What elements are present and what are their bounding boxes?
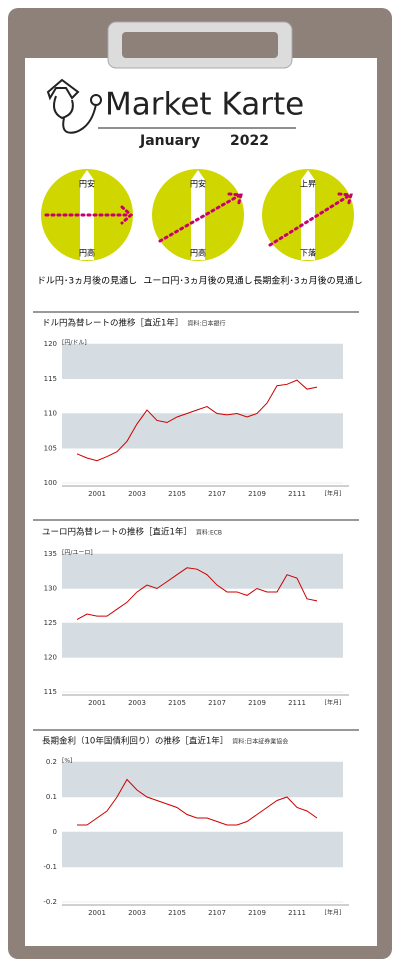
x-tick-label: 2003 — [128, 490, 146, 498]
x-unit: [年月] — [325, 909, 342, 917]
y-tick-label: 110 — [44, 410, 57, 418]
outlook: 円安 円高 ドル円･3ヵ月後の見通し — [37, 169, 137, 287]
outlook: 上昇 下落 長期金利･3ヵ月後の見通し — [253, 169, 363, 287]
x-tick-label: 2107 — [208, 699, 226, 707]
month: January — [139, 133, 200, 149]
chart-source: 資料:ECB — [196, 529, 222, 537]
outlook-bottom: 円高 — [190, 248, 206, 258]
y-tick-label: 125 — [44, 619, 57, 627]
chart-title: 長期金利（10年国債利回り）の推移［直近1年］ — [42, 736, 228, 747]
title: Market Karte — [105, 87, 304, 123]
y-tick-label: 0.2 — [46, 758, 57, 766]
grid-band — [62, 413, 343, 449]
x-tick-label: 2111 — [288, 909, 306, 917]
chart-title: ユーロ円為替レートの推移［直近1年］ — [42, 527, 192, 538]
grid-band — [62, 554, 343, 589]
outlook-caption: ユーロ円･3ヵ月後の見通し — [143, 275, 252, 287]
outlook: 円安 円高 ユーロ円･3ヵ月後の見通し — [143, 169, 253, 287]
x-tick-label: 2109 — [248, 699, 266, 707]
line — [76, 379, 318, 462]
y-tick-label: 0.1 — [46, 793, 57, 801]
clip-hole — [122, 32, 278, 58]
chart-source: 資料:日本証券業協会 — [232, 738, 288, 746]
line — [77, 778, 318, 826]
year: 2022 — [230, 133, 269, 149]
chart-title: ドル円為替レートの推移［直近1年］ — [42, 318, 183, 329]
y-tick-label: 115 — [44, 688, 57, 696]
y-tick-label: 120 — [44, 340, 57, 348]
grid-band — [62, 832, 343, 867]
y-tick-label: 0 — [53, 828, 57, 836]
grid-band — [62, 623, 343, 658]
outlook-bottom: 円高 — [79, 248, 95, 258]
y-tick-label: 135 — [44, 550, 57, 558]
outlook-caption: ドル円･3ヵ月後の見通し — [37, 275, 137, 287]
x-unit: [年月] — [325, 699, 342, 707]
logo — [46, 78, 102, 134]
grid-band — [62, 762, 343, 797]
y-tick-label: 115 — [44, 375, 57, 383]
x-tick-label: 2111 — [288, 699, 306, 707]
outlook-bottom: 下落 — [300, 248, 316, 258]
y-tick-label: -0.2 — [43, 898, 57, 906]
y-unit: [円/ユーロ] — [62, 550, 93, 557]
x-tick-label: 2109 — [248, 490, 266, 498]
outlook-top: 円安 — [79, 179, 95, 189]
x-tick-label: 2107 — [208, 490, 226, 498]
x-tick-label: 2105 — [168, 699, 186, 707]
y-tick-label: 120 — [44, 654, 57, 662]
x-tick-label: 2111 — [288, 490, 306, 498]
x-tick-label: 2105 — [168, 909, 186, 917]
y-tick-label: 100 — [44, 479, 57, 487]
x-tick-label: 2001 — [88, 909, 106, 917]
outlook-caption: 長期金利･3ヵ月後の見通し — [253, 275, 362, 287]
x-unit: [年月] — [325, 490, 342, 498]
y-tick-label: 105 — [44, 444, 57, 452]
grid-band — [62, 344, 343, 379]
y-tick-label: 130 — [44, 585, 57, 593]
y-unit: [円/ドル] — [62, 340, 87, 347]
x-tick-label: 2003 — [128, 699, 146, 707]
line — [76, 567, 318, 620]
x-tick-label: 2105 — [168, 490, 186, 498]
chart-source: 資料:日本銀行 — [187, 320, 225, 328]
outlook-top: 上昇 — [300, 180, 316, 189]
x-tick-label: 2003 — [128, 909, 146, 917]
x-tick-label: 2107 — [208, 909, 226, 917]
y-unit: [%] — [62, 758, 72, 765]
x-tick-label: 2109 — [248, 909, 266, 917]
x-tick-label: 2001 — [88, 490, 106, 498]
y-tick-label: -0.1 — [43, 863, 57, 871]
outlook-top: 円安 — [190, 179, 206, 189]
x-tick-label: 2001 — [88, 699, 106, 707]
